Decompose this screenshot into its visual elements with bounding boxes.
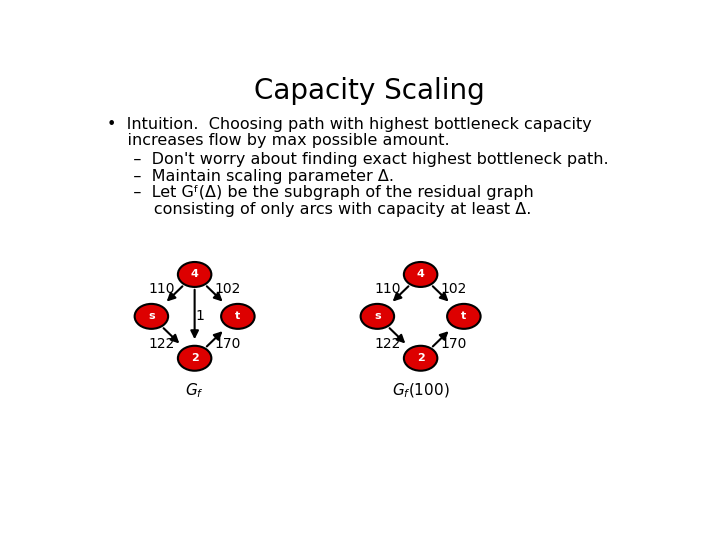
Circle shape [404, 346, 437, 371]
Text: 2: 2 [191, 353, 199, 363]
Text: 122: 122 [148, 337, 175, 351]
Text: –  Don't worry about finding exact highest bottleneck path.: – Don't worry about finding exact highes… [118, 152, 608, 167]
Text: $G_f$: $G_f$ [185, 381, 204, 400]
Circle shape [178, 346, 212, 371]
Text: 102: 102 [215, 282, 240, 296]
Text: 170: 170 [215, 337, 240, 351]
Circle shape [221, 304, 255, 329]
Text: 4: 4 [417, 269, 425, 280]
Text: t: t [462, 312, 467, 321]
Circle shape [361, 304, 394, 329]
Text: increases flow by max possible amount.: increases flow by max possible amount. [107, 133, 449, 148]
Text: t: t [235, 312, 240, 321]
Text: 1: 1 [195, 309, 204, 323]
Text: 122: 122 [374, 337, 401, 351]
Text: 2: 2 [417, 353, 425, 363]
Text: 170: 170 [441, 337, 467, 351]
Text: –  Maintain scaling parameter Δ.: – Maintain scaling parameter Δ. [118, 168, 394, 184]
Circle shape [178, 262, 212, 287]
Text: 110: 110 [148, 282, 175, 296]
Text: Capacity Scaling: Capacity Scaling [253, 77, 485, 105]
Text: s: s [148, 312, 155, 321]
Text: 4: 4 [191, 269, 199, 280]
Text: consisting of only arcs with capacity at least Δ.: consisting of only arcs with capacity at… [118, 202, 531, 217]
Text: 110: 110 [374, 282, 401, 296]
Text: –  Let Gᶠ(Δ) be the subgraph of the residual graph: – Let Gᶠ(Δ) be the subgraph of the resid… [118, 185, 534, 200]
Circle shape [447, 304, 481, 329]
Text: •  Intuition.  Choosing path with highest bottleneck capacity: • Intuition. Choosing path with highest … [107, 117, 592, 132]
Circle shape [404, 262, 437, 287]
Text: $G_f(100)$: $G_f(100)$ [392, 381, 449, 400]
Text: s: s [374, 312, 381, 321]
Circle shape [135, 304, 168, 329]
Text: 102: 102 [441, 282, 467, 296]
